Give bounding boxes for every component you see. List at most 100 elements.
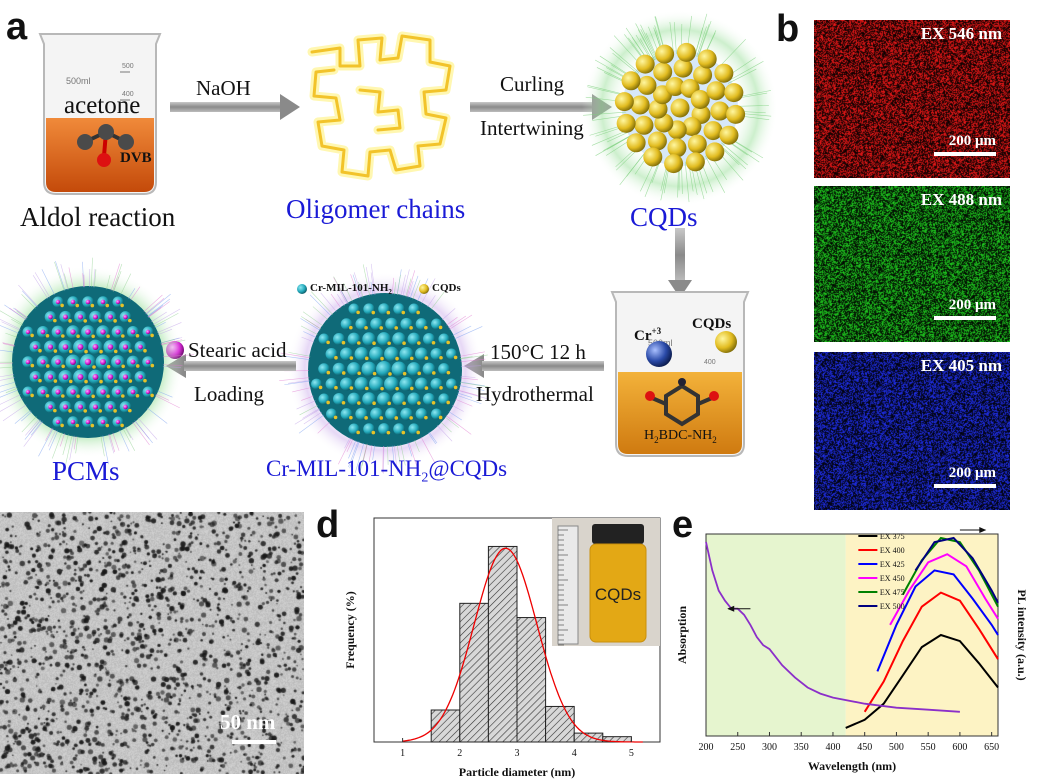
ligand-sub1: 2 (654, 434, 659, 445)
arrow-naoh (170, 94, 300, 120)
pl-line-ex-375 (845, 633, 999, 729)
legend-mof-sub: 2 (388, 288, 392, 297)
fluorescence-label-546: EX 546 nm (920, 24, 1002, 43)
x-tick-label-0: 200 (699, 742, 714, 753)
panel-a-schematic: 500ml 500 400 500ml (0, 10, 778, 475)
pl-line-ex-400 (863, 591, 999, 713)
legend-mof-text: Cr-MIL-101-NH (310, 282, 389, 294)
histogram-bar-3 (516, 617, 547, 743)
scale-label-546: 200 μm (948, 133, 996, 149)
arrow-down (668, 228, 692, 298)
arrow-hydrothermal-label: Hydrothermal (476, 382, 594, 406)
panel-label-e: e (672, 504, 694, 546)
aldol-caption: Aldol reaction (20, 202, 176, 232)
cqds-caption: CQDs (630, 202, 698, 232)
arrow-curling-label: Curling (500, 72, 565, 96)
x-tick-label-2: 3 (515, 748, 520, 759)
fluorescence-image-488: EX 488 nm 200 μm (814, 186, 1010, 342)
legend-mof: Cr-MIL-101-NH2 (310, 282, 392, 296)
x-tick-label-3: 4 (572, 748, 577, 759)
spectra-chart: EX 375 EX 400 EX 425 EX 450 EX 475 EX 500 200 2… (675, 527, 1029, 773)
x-tick-label-1: 2 (457, 748, 462, 759)
cr-text: Cr (634, 328, 652, 344)
histogram-bar-4 (545, 705, 575, 743)
svg-text:500: 500 (122, 63, 134, 70)
x-axis-label: Particle diameter (nm) (459, 765, 575, 779)
fluorescence-label-405: EX 405 nm (920, 356, 1002, 375)
legend-label-3: EX 450 (880, 574, 905, 583)
legend-label-4: EX 475 (880, 588, 905, 597)
x-tick-label-5: 450 (857, 742, 872, 753)
y-axis-label-right: PL intensity (a.u.) (1015, 589, 1029, 680)
pcms-caption: PCMs (52, 456, 120, 486)
fluorescence-noise-405 (814, 352, 1010, 510)
inset-vial-cap (592, 524, 644, 544)
arrow-loading-label: Loading (194, 382, 264, 406)
svg-text:500ml: 500ml (66, 76, 91, 86)
absorption-line (705, 541, 960, 713)
absorption-arrowhead (727, 605, 735, 612)
histogram-chart: CQDs 1 2 3 4 5 Particle diameter (nm) Frequency… (343, 517, 661, 779)
scale-bar-546 (934, 152, 996, 156)
beaker-1: 500ml 500 400 (38, 33, 162, 195)
cr-charge: +3 (651, 326, 662, 336)
y-axis-label: Frequency (%) (343, 591, 357, 668)
panel-label-d: d (316, 504, 340, 546)
beaker2-cqds-label: CQDs (692, 316, 732, 332)
x-axis-label: Wavelength (nm) (808, 759, 896, 773)
scale-label-405: 200 μm (948, 465, 996, 481)
x-tick-label-2: 300 (762, 742, 777, 753)
legend-label-5: EX 500 (880, 602, 905, 611)
svg-text:400: 400 (704, 359, 716, 366)
arrow-intertwining-label: Intertwining (480, 116, 584, 140)
pl-line-ex-500 (914, 536, 999, 604)
x-tick-label-4: 5 (629, 748, 634, 759)
scale-label-488: 200 μm (948, 297, 996, 313)
cqd-sphere (582, 10, 778, 206)
composite-caption-tail: @CQDs (428, 456, 508, 481)
scale-bar-405 (934, 484, 996, 488)
beaker-2: 500ml 400 (610, 291, 750, 457)
histogram-bar-5 (573, 732, 604, 743)
histogram-bar-2 (487, 545, 518, 743)
pl-line-ex-450 (889, 553, 999, 626)
tem-texture (0, 512, 304, 774)
beaker1-dvb-label: DVB (120, 150, 152, 166)
arrow-naoh-label: NaOH (196, 76, 251, 100)
x-tick-label-6: 500 (889, 742, 904, 753)
inset-vial-label: CQDs (595, 585, 641, 604)
fluorescence-noise-546 (814, 20, 1010, 178)
pl-line-ex-425 (876, 569, 999, 672)
fluorescence-label-488: EX 488 nm (920, 190, 1002, 209)
oligomer-chains (307, 31, 455, 181)
legend-label-2: EX 425 (880, 560, 905, 569)
fluorescence-image-405: EX 405 nm 200 μm (814, 352, 1010, 510)
tem-scale-bar (232, 740, 276, 744)
x-tick-label-1: 250 (730, 742, 745, 753)
beaker2-cr-label: Cr+3 (634, 326, 661, 345)
scale-bar-488 (934, 316, 996, 320)
composite-caption-main: Cr-MIL-101-NH (266, 456, 422, 481)
absorption-shade (706, 534, 846, 736)
tem-scale-label: 50 nm (220, 710, 276, 734)
legend-label-0: EX 375 (880, 532, 905, 541)
composite-sphere (279, 263, 489, 475)
arrow-temp-label: 150°C 12 h (490, 340, 586, 364)
composite-caption-sub: 2 (421, 470, 429, 486)
ligand-sub2: 2 (712, 434, 717, 445)
x-tick-label-4: 400 (825, 742, 840, 753)
inset-vial (589, 543, 647, 643)
ligand-h: H (644, 428, 655, 443)
x-tick-label-3: 350 (794, 742, 809, 753)
composite-caption: Cr-MIL-101-NH2@CQDs (266, 456, 507, 487)
panel-label-b: b (776, 8, 800, 50)
beaker2-ligand-label: H2BDC-NH2 (644, 428, 717, 445)
pcms-sphere (0, 257, 195, 465)
x-tick-label-0: 1 (400, 748, 405, 759)
x-tick-label-8: 600 (952, 742, 967, 753)
x-tick-label-7: 550 (921, 742, 936, 753)
x-tick-label-9: 650 (984, 742, 999, 753)
beaker1-solvent-label: acetone (64, 92, 141, 119)
oligomer-caption: Oligomer chains (286, 194, 466, 224)
ligand-rest: BDC-NH (658, 428, 713, 443)
